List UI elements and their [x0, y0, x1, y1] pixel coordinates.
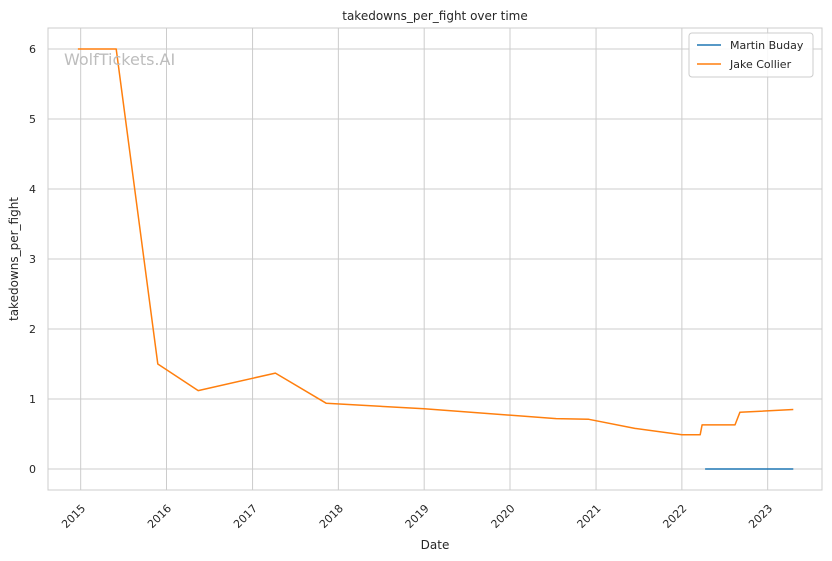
x-tick-label: 2020 [489, 502, 518, 531]
y-axis-label: takedowns_per_fight [7, 197, 21, 321]
x-tick-label: 2019 [403, 502, 432, 531]
legend-label-jake-collier: Jake Collier [729, 58, 792, 71]
x-axis-label: Date [421, 538, 450, 552]
x-tick-label: 2022 [660, 502, 689, 531]
x-tick-label: 2017 [231, 502, 260, 531]
y-tick-label: 6 [29, 43, 36, 56]
x-tick-label: 2021 [575, 502, 604, 531]
x-tick-label: 2018 [317, 502, 346, 531]
y-tick-label: 2 [29, 323, 36, 336]
x-tick-label: 2015 [59, 502, 88, 531]
x-axis-ticks: 2015 2016 2017 2018 2019 2020 2021 2022 2023 [59, 502, 775, 531]
y-tick-label: 0 [29, 463, 36, 476]
y-tick-label: 4 [29, 183, 36, 196]
y-tick-label: 1 [29, 393, 36, 406]
chart-title: takedowns_per_fight over time [342, 9, 528, 23]
y-tick-label: 3 [29, 253, 36, 266]
y-axis-ticks: 0 1 2 3 4 5 6 [29, 43, 36, 476]
series-lines [77, 48, 794, 470]
series-line-jake-collier [77, 48, 794, 436]
x-tick-label: 2023 [746, 502, 775, 531]
x-tick-label: 2016 [145, 502, 174, 531]
legend-box [688, 32, 814, 78]
watermark: WolfTickets.AI [64, 50, 175, 69]
plot-frame [47, 27, 823, 491]
legend-label-martin-buday: Martin Buday [730, 39, 804, 52]
y-tick-label: 5 [29, 113, 36, 126]
grid [48, 28, 822, 490]
legend: Martin Buday Jake Collier [688, 32, 814, 78]
